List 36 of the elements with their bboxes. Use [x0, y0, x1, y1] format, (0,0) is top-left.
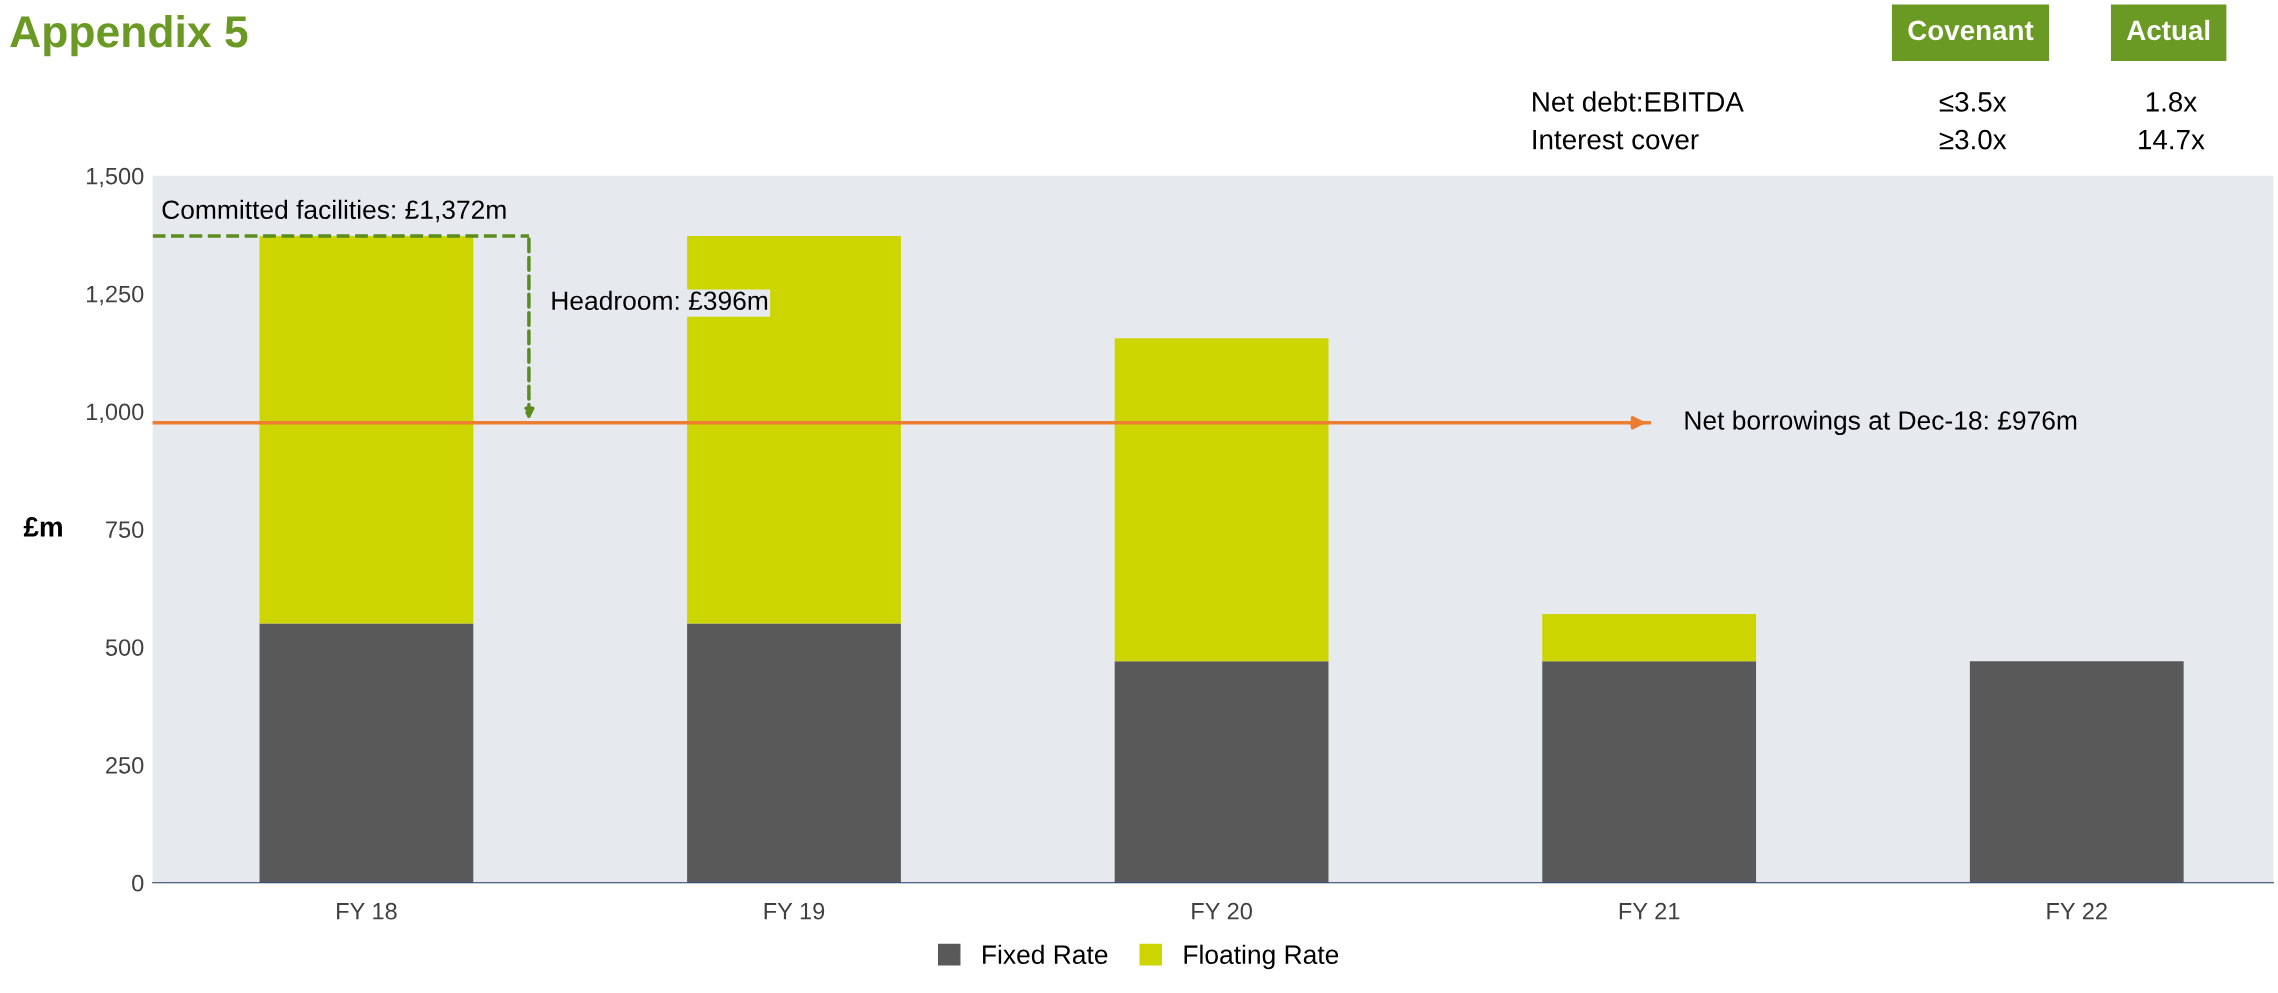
chart-title: Appendix 5 — [10, 14, 248, 57]
ref-line-label: Committed facilities: £1,372m — [162, 199, 506, 223]
y-tick-label: 500 — [105, 639, 144, 656]
text: ≥3.0x — [1939, 129, 2007, 150]
y-tick-label: 250 — [106, 757, 144, 774]
y-axis-title: £m — [23, 517, 62, 537]
y-tick-label: 750 — [106, 521, 144, 539]
text: Actual — [2126, 19, 2210, 41]
y-tick-label: 1,000 — [87, 403, 144, 424]
x-tick-label: FY 20 — [1192, 902, 1252, 920]
x-tick-label: FY 19 — [764, 902, 825, 920]
bar — [259, 236, 474, 624]
bar — [687, 236, 901, 624]
legend-label: Fixed Rate — [983, 944, 1108, 965]
bar — [1114, 338, 1329, 662]
annotation: Headroom: £396m — [552, 290, 768, 311]
y-tick-label: 0 — [132, 874, 144, 892]
y-tick-label: 1,500 — [87, 167, 144, 188]
bar — [259, 623, 474, 883]
x-tick-label: FY 22 — [2047, 902, 2107, 920]
ref-line-label: Net borrowings at Dec-18: £976m — [1685, 410, 2077, 436]
text: 1.8x — [2146, 92, 2197, 112]
x-tick-label: FY 18 — [337, 902, 397, 920]
bar — [1114, 661, 1329, 883]
text: Interest cover — [1533, 130, 1699, 150]
bar — [1969, 661, 2184, 883]
y-tick-label: 1,250 — [87, 285, 144, 306]
text: ≤3.5x — [1939, 92, 2007, 112]
text: Covenant — [1908, 20, 2034, 41]
x-tick-label: FY 21 — [1619, 902, 1680, 920]
text: 14.7x — [2139, 130, 2205, 150]
legend-label: Floating Rate — [1184, 944, 1339, 970]
bar — [1542, 661, 1757, 883]
text: Net debt:EBITDA — [1533, 91, 1744, 112]
bar — [687, 623, 901, 883]
bar — [1542, 614, 1757, 662]
